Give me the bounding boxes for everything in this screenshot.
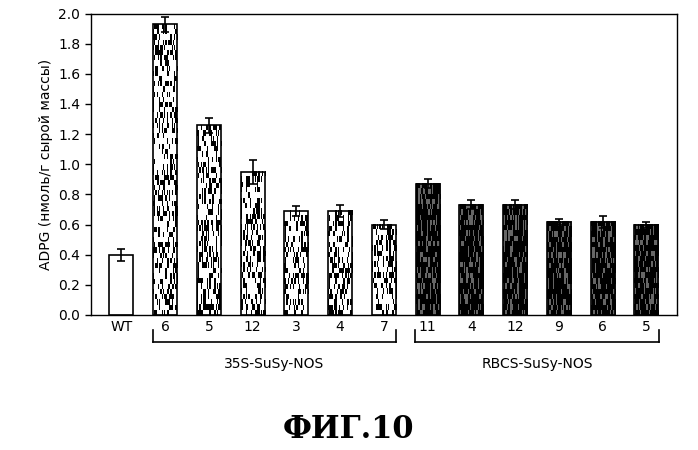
Bar [591, 221, 615, 315]
Bar [153, 24, 177, 315]
Bar [197, 125, 221, 315]
Text: RBCS-SuSy-NOS: RBCS-SuSy-NOS [482, 357, 593, 371]
Bar [110, 255, 133, 315]
Bar [634, 225, 658, 315]
Bar [328, 211, 352, 315]
Bar [459, 205, 484, 315]
Text: 35S-SuSy-NOS: 35S-SuSy-NOS [224, 357, 325, 371]
Text: ФИГ.10: ФИГ.10 [283, 414, 415, 446]
Y-axis label: ADPG (нмоль/г сырой массы): ADPG (нмоль/г сырой массы) [38, 58, 52, 270]
Bar [415, 184, 440, 315]
Bar [547, 221, 571, 315]
Bar [241, 172, 265, 315]
Bar [503, 205, 527, 315]
Bar [284, 211, 309, 315]
Bar [372, 225, 396, 315]
